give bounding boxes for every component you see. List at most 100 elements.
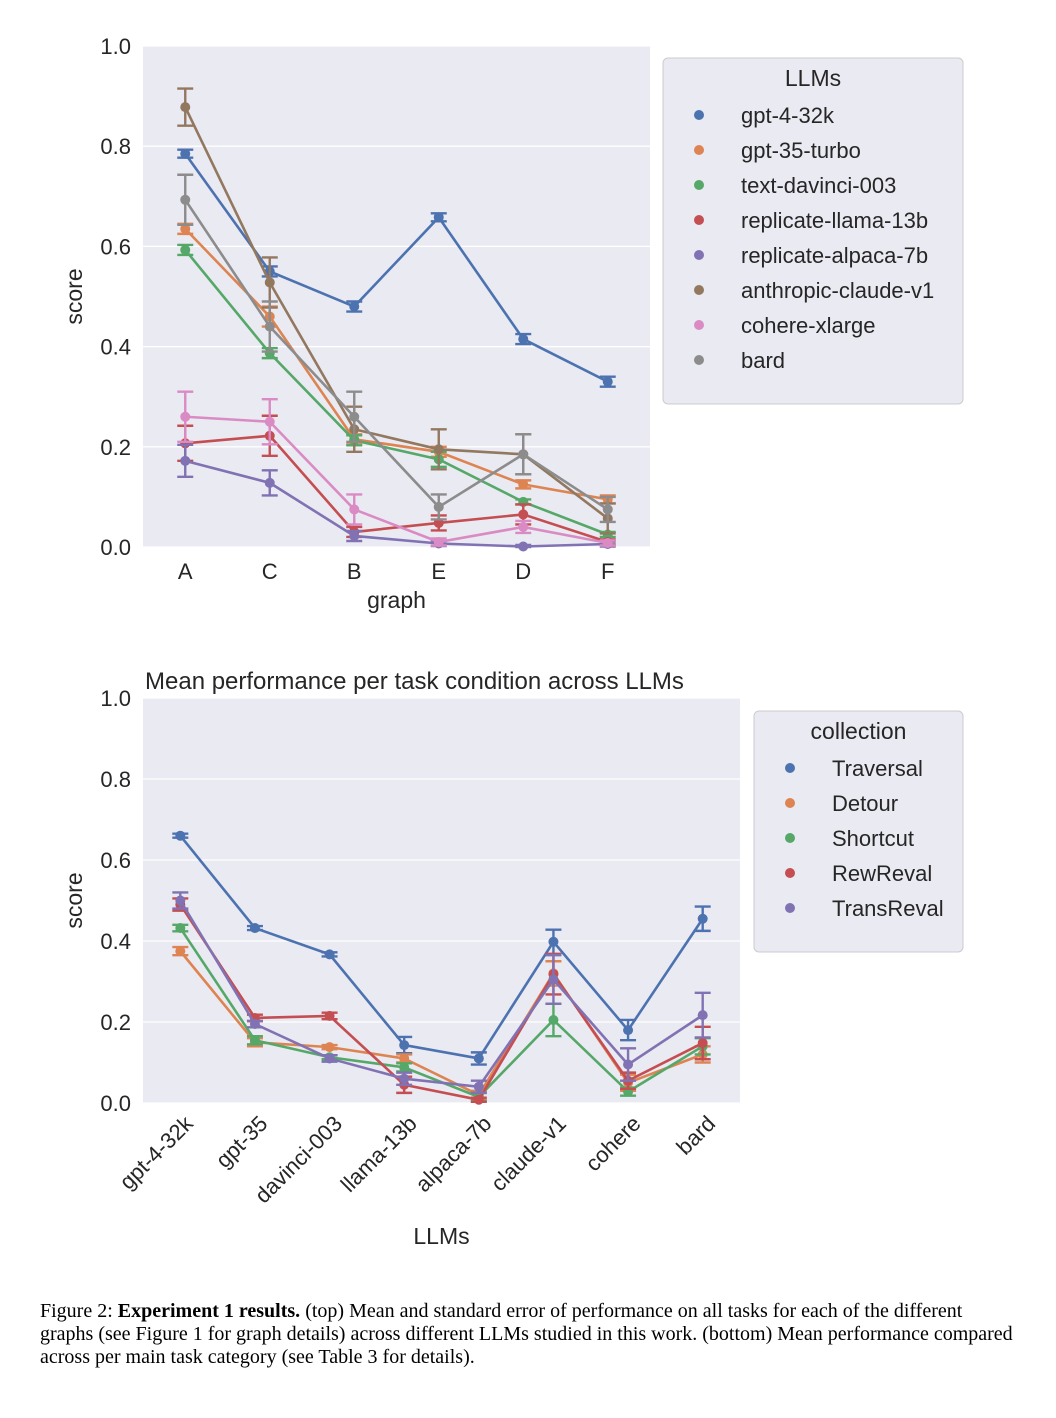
legend-marker xyxy=(694,180,704,190)
data-point xyxy=(180,244,191,255)
legend-marker xyxy=(694,110,704,120)
legend-marker xyxy=(694,320,704,330)
data-point xyxy=(175,946,186,957)
plot-area xyxy=(143,698,740,1103)
series-line xyxy=(179,899,704,1089)
y-tick-label: 0.4 xyxy=(100,335,131,360)
data-point xyxy=(180,102,191,113)
legend-marker xyxy=(694,355,704,365)
data-point xyxy=(180,194,191,205)
y-tick-label: 0.2 xyxy=(100,1010,131,1035)
data-point xyxy=(175,895,186,906)
series-line xyxy=(184,459,608,548)
x-tick-label: D xyxy=(515,559,531,584)
data-point xyxy=(249,923,260,934)
legend-entry: TransReval xyxy=(832,896,944,921)
data-point xyxy=(175,830,186,841)
series-line xyxy=(179,834,704,1060)
x-tick-label: A xyxy=(178,559,193,584)
data-point xyxy=(349,301,360,312)
x-axis-label: LLMs xyxy=(413,1223,469,1249)
data-point xyxy=(518,521,529,532)
data-point xyxy=(473,1081,484,1092)
y-axis-label: score xyxy=(61,268,87,324)
legend-marker xyxy=(694,250,704,260)
data-point xyxy=(180,455,191,466)
data-point xyxy=(349,411,360,422)
x-tick-label: bard xyxy=(671,1111,720,1160)
y-tick-label: 1.0 xyxy=(100,686,131,711)
data-point xyxy=(180,223,191,234)
data-point xyxy=(697,1010,708,1021)
x-tick-label: claude-v1 xyxy=(486,1111,571,1196)
y-tick-label: 0.8 xyxy=(100,134,131,159)
data-point xyxy=(349,504,360,515)
data-point xyxy=(518,541,529,552)
legend-marker xyxy=(785,868,795,878)
legend-entry: text-davinci-003 xyxy=(741,173,896,198)
legend-box xyxy=(753,710,964,953)
y-axis-label: score xyxy=(61,872,87,928)
data-point xyxy=(623,1025,634,1036)
data-point xyxy=(264,277,275,288)
data-point xyxy=(180,411,191,422)
data-point xyxy=(602,537,613,548)
legend-entry: Traversal xyxy=(832,756,923,781)
data-point xyxy=(349,530,360,541)
data-point xyxy=(264,321,275,332)
data-point xyxy=(249,1019,260,1030)
legend-marker xyxy=(785,798,795,808)
data-point xyxy=(175,923,186,934)
legend-marker xyxy=(785,903,795,913)
x-tick-label: gpt-4-32k xyxy=(114,1110,198,1194)
chart-title: Mean performance per task condition acro… xyxy=(145,668,684,695)
y-tick-label: 0.4 xyxy=(100,929,131,954)
x-tick-label: F xyxy=(601,559,614,584)
legend-marker xyxy=(694,285,704,295)
x-tick-label: gpt-35 xyxy=(211,1111,273,1173)
data-point xyxy=(180,148,191,159)
y-tick-label: 0.6 xyxy=(100,848,131,873)
data-point xyxy=(602,504,613,515)
data-point xyxy=(518,509,529,520)
y-tick-label: 0.0 xyxy=(100,535,131,560)
legend-entry: anthropic-claude-v1 xyxy=(741,278,934,303)
data-point xyxy=(473,1053,484,1064)
x-tick-label: cohere xyxy=(580,1111,645,1176)
legend-entry: replicate-llama-13b xyxy=(741,208,928,233)
x-axis-label: graph xyxy=(367,587,426,613)
data-point xyxy=(324,1010,335,1021)
data-point xyxy=(518,479,529,490)
data-point xyxy=(324,949,335,960)
legend-marker xyxy=(785,763,795,773)
data-point xyxy=(518,334,529,345)
data-point xyxy=(264,416,275,427)
data-point xyxy=(324,1053,335,1064)
data-point xyxy=(324,1042,335,1053)
x-tick-label: llama-13b xyxy=(336,1111,422,1197)
data-point xyxy=(399,1053,410,1064)
data-point xyxy=(264,477,275,488)
data-point xyxy=(518,449,529,460)
x-tick-label: B xyxy=(347,559,362,584)
legend-entry: gpt-4-32k xyxy=(741,103,835,128)
data-point xyxy=(249,1035,260,1046)
y-tick-label: 0.8 xyxy=(100,767,131,792)
legend-title: LLMs xyxy=(785,65,841,91)
legend-marker xyxy=(694,215,704,225)
x-tick-label: C xyxy=(262,559,278,584)
data-point xyxy=(548,936,559,947)
y-tick-label: 0.2 xyxy=(100,435,131,460)
caption-text: (top) Mean and standard error of perform… xyxy=(40,1300,1013,1368)
legend-entry: RewReval xyxy=(832,861,932,886)
legend-entry: bard xyxy=(741,348,785,373)
data-point xyxy=(399,1040,410,1051)
data-point xyxy=(399,1073,410,1084)
legend-entry: gpt-35-turbo xyxy=(741,138,861,163)
data-point xyxy=(697,1038,708,1049)
figure-caption: Figure 2: Experiment 1 results. (top) Me… xyxy=(40,1300,1020,1369)
data-point xyxy=(697,913,708,924)
y-tick-label: 1.0 xyxy=(100,34,131,59)
